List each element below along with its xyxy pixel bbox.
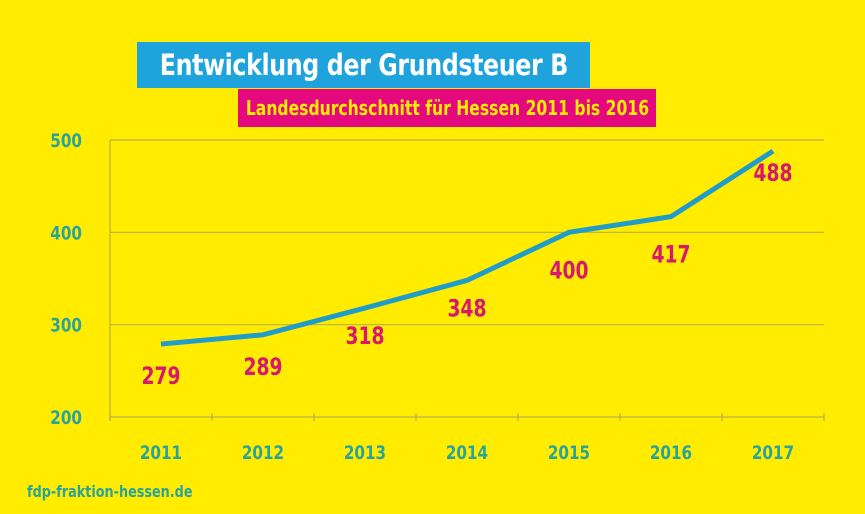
data-label-2012: 289 — [243, 354, 282, 382]
chart-subtitle: Landesdurchschnitt für Hessen 2011 bis 2… — [245, 96, 649, 120]
data-label-2016: 417 — [651, 241, 690, 269]
x-tick-label-2017: 2017 — [752, 442, 794, 464]
x-tick-label-2014: 2014 — [446, 442, 488, 464]
series-line-layer — [160, 148, 775, 347]
data-label-2013: 318 — [345, 323, 384, 351]
x-tick-label-2016: 2016 — [650, 442, 692, 464]
data-labels: 279 289 318 348 400 417 488 — [141, 160, 792, 391]
title-banner: Entwicklung der Grundsteuer B — [137, 42, 590, 88]
data-label-2011: 279 — [141, 363, 180, 391]
data-label-2017: 488 — [753, 160, 792, 188]
chart-title: Entwicklung der Grundsteuer B — [159, 48, 568, 82]
y-tick-label-200: 200 — [50, 407, 82, 429]
axes: 200 300 400 500 2011 2012 2013 2014 2015 2016 2017 — [50, 130, 794, 464]
x-tick-label-2012: 2012 — [242, 442, 284, 464]
y-tick-label-500: 500 — [50, 130, 82, 152]
x-tick-label-2015: 2015 — [548, 442, 590, 464]
data-label-2015: 400 — [549, 257, 588, 285]
y-tick-label-400: 400 — [50, 223, 82, 245]
source-url: fdp-fraktion-hessen.de — [27, 482, 193, 501]
x-tick-label-2011: 2011 — [140, 442, 182, 464]
data-label-2014: 348 — [447, 295, 486, 323]
grid-lines — [109, 139, 825, 421]
x-tick-label-2013: 2013 — [344, 442, 386, 464]
subtitle-banner: Landesdurchschnitt für Hessen 2011 bis 2… — [238, 89, 656, 127]
series-line — [160, 148, 775, 347]
y-tick-label-300: 300 — [50, 315, 82, 337]
